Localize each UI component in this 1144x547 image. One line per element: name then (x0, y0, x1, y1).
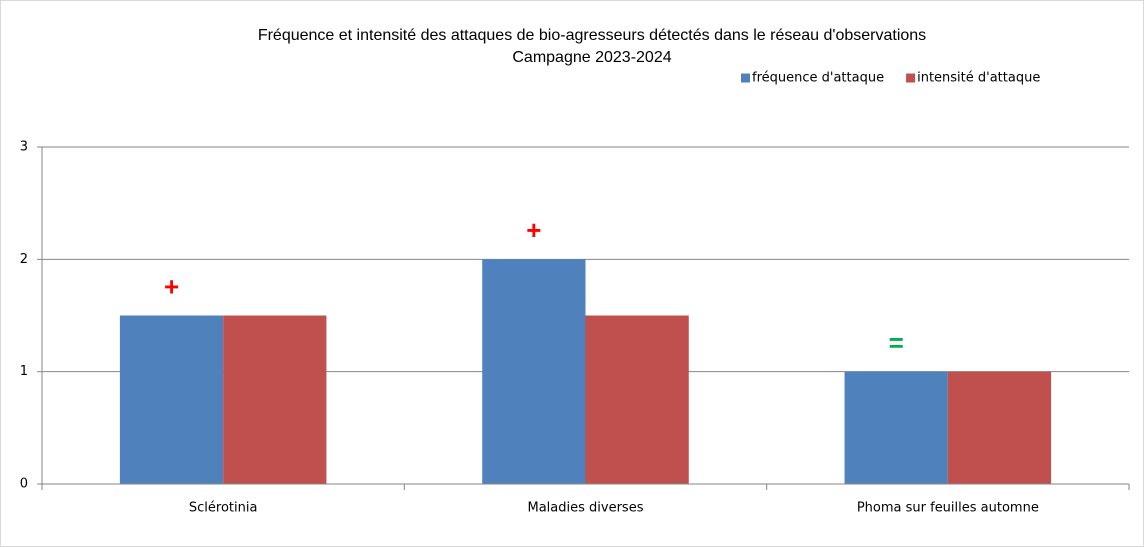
annotation: + (164, 271, 179, 301)
bar (482, 259, 586, 484)
x-tick-label: Sclérotinia (189, 501, 258, 516)
annotation: + (526, 215, 541, 245)
y-tick-label: 1 (20, 364, 28, 379)
y-tick-label: 3 (20, 140, 28, 155)
legend-swatch (906, 73, 916, 83)
chart-title: Fréquence et intensité des attaques de b… (258, 27, 926, 44)
chart-subtitle: Campagne 2023-2024 (512, 49, 671, 66)
y-tick-label: 0 (20, 477, 28, 492)
legend-label: intensité d'attaque (917, 71, 1040, 86)
legend-label: fréquence d'attaque (752, 71, 884, 86)
x-tick-label: Maladies diverses (528, 501, 644, 516)
annotation: = (889, 328, 904, 358)
bar (585, 315, 689, 484)
bar (844, 371, 948, 484)
bar (223, 315, 327, 484)
bar (947, 371, 1052, 484)
legend-swatch (741, 73, 750, 83)
bar (119, 315, 224, 484)
x-tick-label: Phoma sur feuilles automne (857, 501, 1039, 516)
y-tick-label: 2 (20, 252, 28, 267)
